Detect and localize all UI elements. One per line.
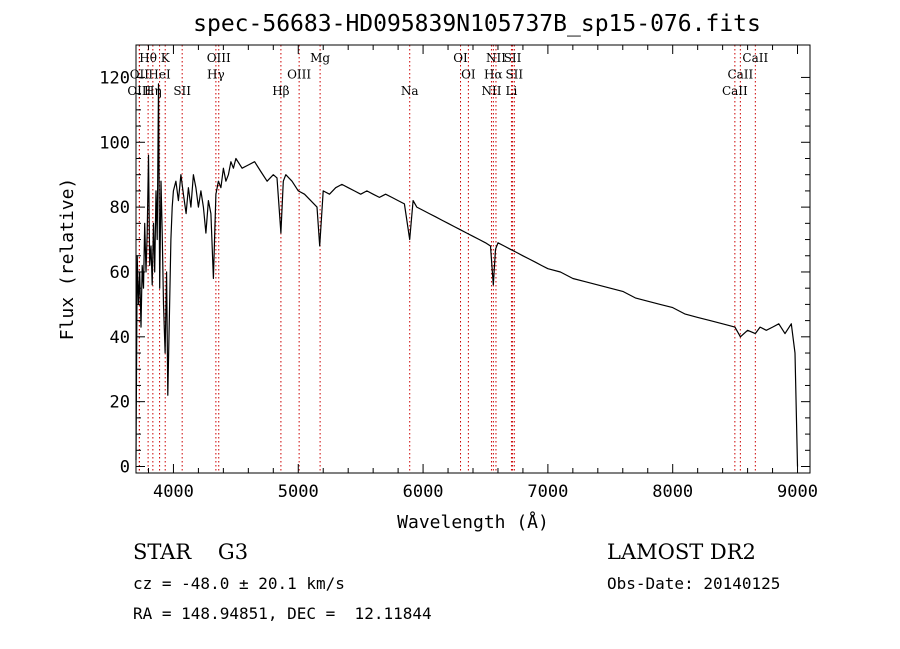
chart-title: spec-56683-HD095839N105737B_sp15-076.fit…	[193, 11, 761, 37]
y-tick-label: 120	[99, 68, 130, 88]
plot-frame	[135, 44, 811, 474]
x-tick-label: 9000	[777, 482, 818, 502]
y-tick-label: 80	[110, 198, 130, 218]
spectral-line-label: CaII	[742, 51, 768, 65]
y-tick-label: 20	[110, 393, 130, 413]
spectral-line-label: Hθ	[139, 51, 157, 65]
x-tick-label: 6000	[403, 482, 444, 502]
x-tick-label: 8000	[652, 482, 693, 502]
spectral-line-label: CaII	[722, 84, 748, 98]
spectral-line-label: Hγ	[207, 68, 225, 82]
y-tick-label: 100	[99, 133, 130, 153]
x-tick-label: 5000	[278, 482, 319, 502]
spectral-line-label: Na	[401, 84, 419, 98]
y-tick-label: 40	[110, 328, 130, 348]
x-tick-label: 7000	[527, 482, 568, 502]
redshift-label: cz = -48.0 ± 20.1 km/s	[133, 574, 345, 593]
object-type-label: STAR G3	[133, 540, 249, 564]
spectral-line-label: CaII	[727, 68, 753, 82]
spectrum-chart: spec-56683-HD095839N105737B_sp15-076.fit…	[57, 11, 818, 533]
y-tick-label: 60	[110, 263, 130, 283]
spectral-line-label: HeI	[148, 68, 171, 82]
spectral-line-label: Hβ	[272, 84, 289, 98]
spectral-line-label: SII	[505, 68, 523, 82]
spectral-line-label: K	[161, 51, 171, 65]
spectral-line-label: OIII	[207, 51, 231, 65]
spectral-line-label: Hη	[144, 84, 162, 98]
x-axis-label: Wavelength (Å)	[397, 511, 549, 533]
y-tick-label: 0	[120, 458, 130, 478]
spectral-line-label: OII	[130, 68, 150, 82]
spectral-line-label: NII	[481, 84, 501, 98]
spectral-line-label: SII	[173, 84, 191, 98]
spectral-line-label: Hα	[484, 68, 503, 82]
spectral-line-label: Li	[506, 84, 518, 98]
survey-label: LAMOST DR2	[607, 540, 756, 564]
spectral-line-label: OI	[461, 68, 476, 82]
spectral-line-label: OIII	[287, 68, 311, 82]
coordinates-label: RA = 148.94851, DEC = 12.11844	[133, 604, 432, 623]
x-tick-label: 4000	[153, 482, 194, 502]
spectrum-line	[135, 83, 799, 467]
spectral-line-label: OIII	[127, 84, 151, 98]
spectral-line-label: NII	[486, 51, 506, 65]
y-axis-label: Flux (relative)	[57, 178, 78, 341]
spectral-line-label: OI	[453, 51, 468, 65]
spectral-line-label: Mg	[310, 51, 330, 65]
spectral-line-label: SII	[504, 51, 522, 65]
obs-date-label: Obs-Date: 20140125	[607, 574, 781, 593]
